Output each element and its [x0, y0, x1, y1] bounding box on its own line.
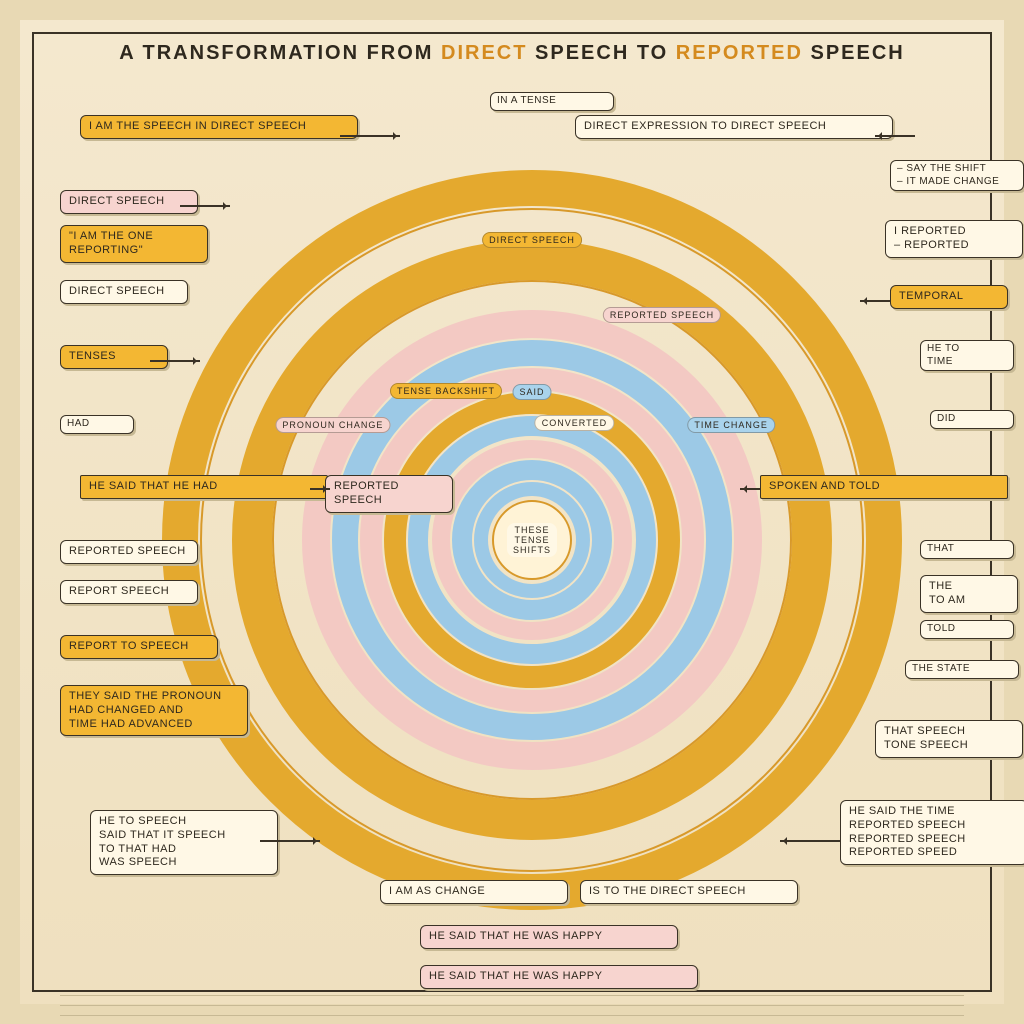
left-box-0: I AM THE SPEECH IN DIRECT SPEECH — [80, 115, 358, 139]
right-box-9: TOLD — [920, 620, 1014, 639]
left-box-9: REPORT TO SPEECH — [60, 635, 218, 659]
connector-1 — [180, 205, 230, 207]
center-bar-3: HE SAID THAT HE WAS HAPPY — [420, 925, 678, 949]
right-box-1: – SAY THE SHIFT – IT MADE CHANGE — [890, 160, 1024, 191]
center-bar-0: REPORTED SPEECH — [325, 475, 453, 513]
arc-label-2: TIME CHANGE — [687, 417, 775, 433]
left-box-4: TENSES — [60, 345, 168, 369]
center-bar-4: HE SAID THAT HE WAS HAPPY — [420, 965, 698, 989]
connector-5 — [875, 135, 915, 137]
page-title: A TRANSFORMATION FROM DIRECT SPEECH TO R… — [20, 42, 1004, 65]
left-box-11: HE TO SPEECH SAID THAT IT SPEECH TO THAT… — [90, 810, 278, 875]
right-box-4: HE TO TIME — [920, 340, 1014, 371]
title-hi1: DIRECT — [441, 42, 527, 64]
left-box-1: DIRECT SPEECH — [60, 190, 198, 214]
center-bar-2: IS TO THE DIRECT SPEECH — [580, 880, 798, 904]
left-box-5: HAD — [60, 415, 134, 434]
left-box-2: "I AM THE ONE REPORTING" — [60, 225, 208, 263]
bottom-rule-1 — [60, 1005, 964, 1006]
title-pre: A TRANSFORMATION FROM — [119, 42, 441, 64]
page: A TRANSFORMATION FROM DIRECT SPEECH TO R… — [0, 0, 1024, 1024]
core-label: THESE TENSE SHIFTS — [507, 523, 557, 557]
title-post: SPEECH — [803, 42, 905, 64]
left-box-3: DIRECT SPEECH — [60, 280, 188, 304]
right-box-6: SPOKEN AND TOLD — [760, 475, 1008, 499]
arc-label-0: DIRECT SPEECH — [482, 232, 582, 248]
title-mid: SPEECH TO — [527, 42, 675, 64]
arc-label-4: TENSE BACKSHIFT — [390, 383, 502, 399]
left-box-7: REPORTED SPEECH — [60, 540, 198, 564]
connector-7 — [260, 840, 320, 842]
arc-label-6: CONVERTED — [535, 415, 614, 431]
bottom-rule-0 — [60, 995, 964, 996]
right-box-3: TEMPORAL — [890, 285, 1008, 309]
right-box-12: HE SAID THE TIME REPORTED SPEECH REPORTE… — [840, 800, 1024, 865]
right-box-7: THAT — [920, 540, 1014, 559]
left-box-10: THEY SAID THE PRONOUN HAD CHANGED AND TI… — [60, 685, 248, 736]
right-box-2: I REPORTED – REPORTED — [885, 220, 1023, 258]
top-band: IN A TENSE — [490, 92, 614, 111]
right-box-8: THE TO AM — [920, 575, 1018, 613]
connector-6 — [860, 300, 890, 302]
arc-label-5: SAID — [512, 384, 551, 400]
right-box-10: THE STATE — [905, 660, 1019, 679]
title-hi2: REPORTED — [676, 42, 803, 64]
connector-4 — [740, 488, 760, 490]
right-box-5: DID — [930, 410, 1014, 429]
arc-label-3: PRONOUN CHANGE — [275, 417, 390, 433]
center-bar-1: I AM AS CHANGE — [380, 880, 568, 904]
left-box-8: REPORT SPEECH — [60, 580, 198, 604]
right-box-0: DIRECT EXPRESSION TO DIRECT SPEECH — [575, 115, 893, 139]
connector-2 — [150, 360, 200, 362]
right-box-11: THAT SPEECH TONE SPEECH — [875, 720, 1023, 758]
left-box-6: HE SAID THAT HE HAD — [80, 475, 328, 499]
connector-3 — [310, 488, 330, 490]
connector-0 — [340, 135, 400, 137]
arc-label-1: REPORTED SPEECH — [603, 307, 721, 323]
connector-8 — [780, 840, 840, 842]
bottom-rule-2 — [60, 1015, 964, 1016]
